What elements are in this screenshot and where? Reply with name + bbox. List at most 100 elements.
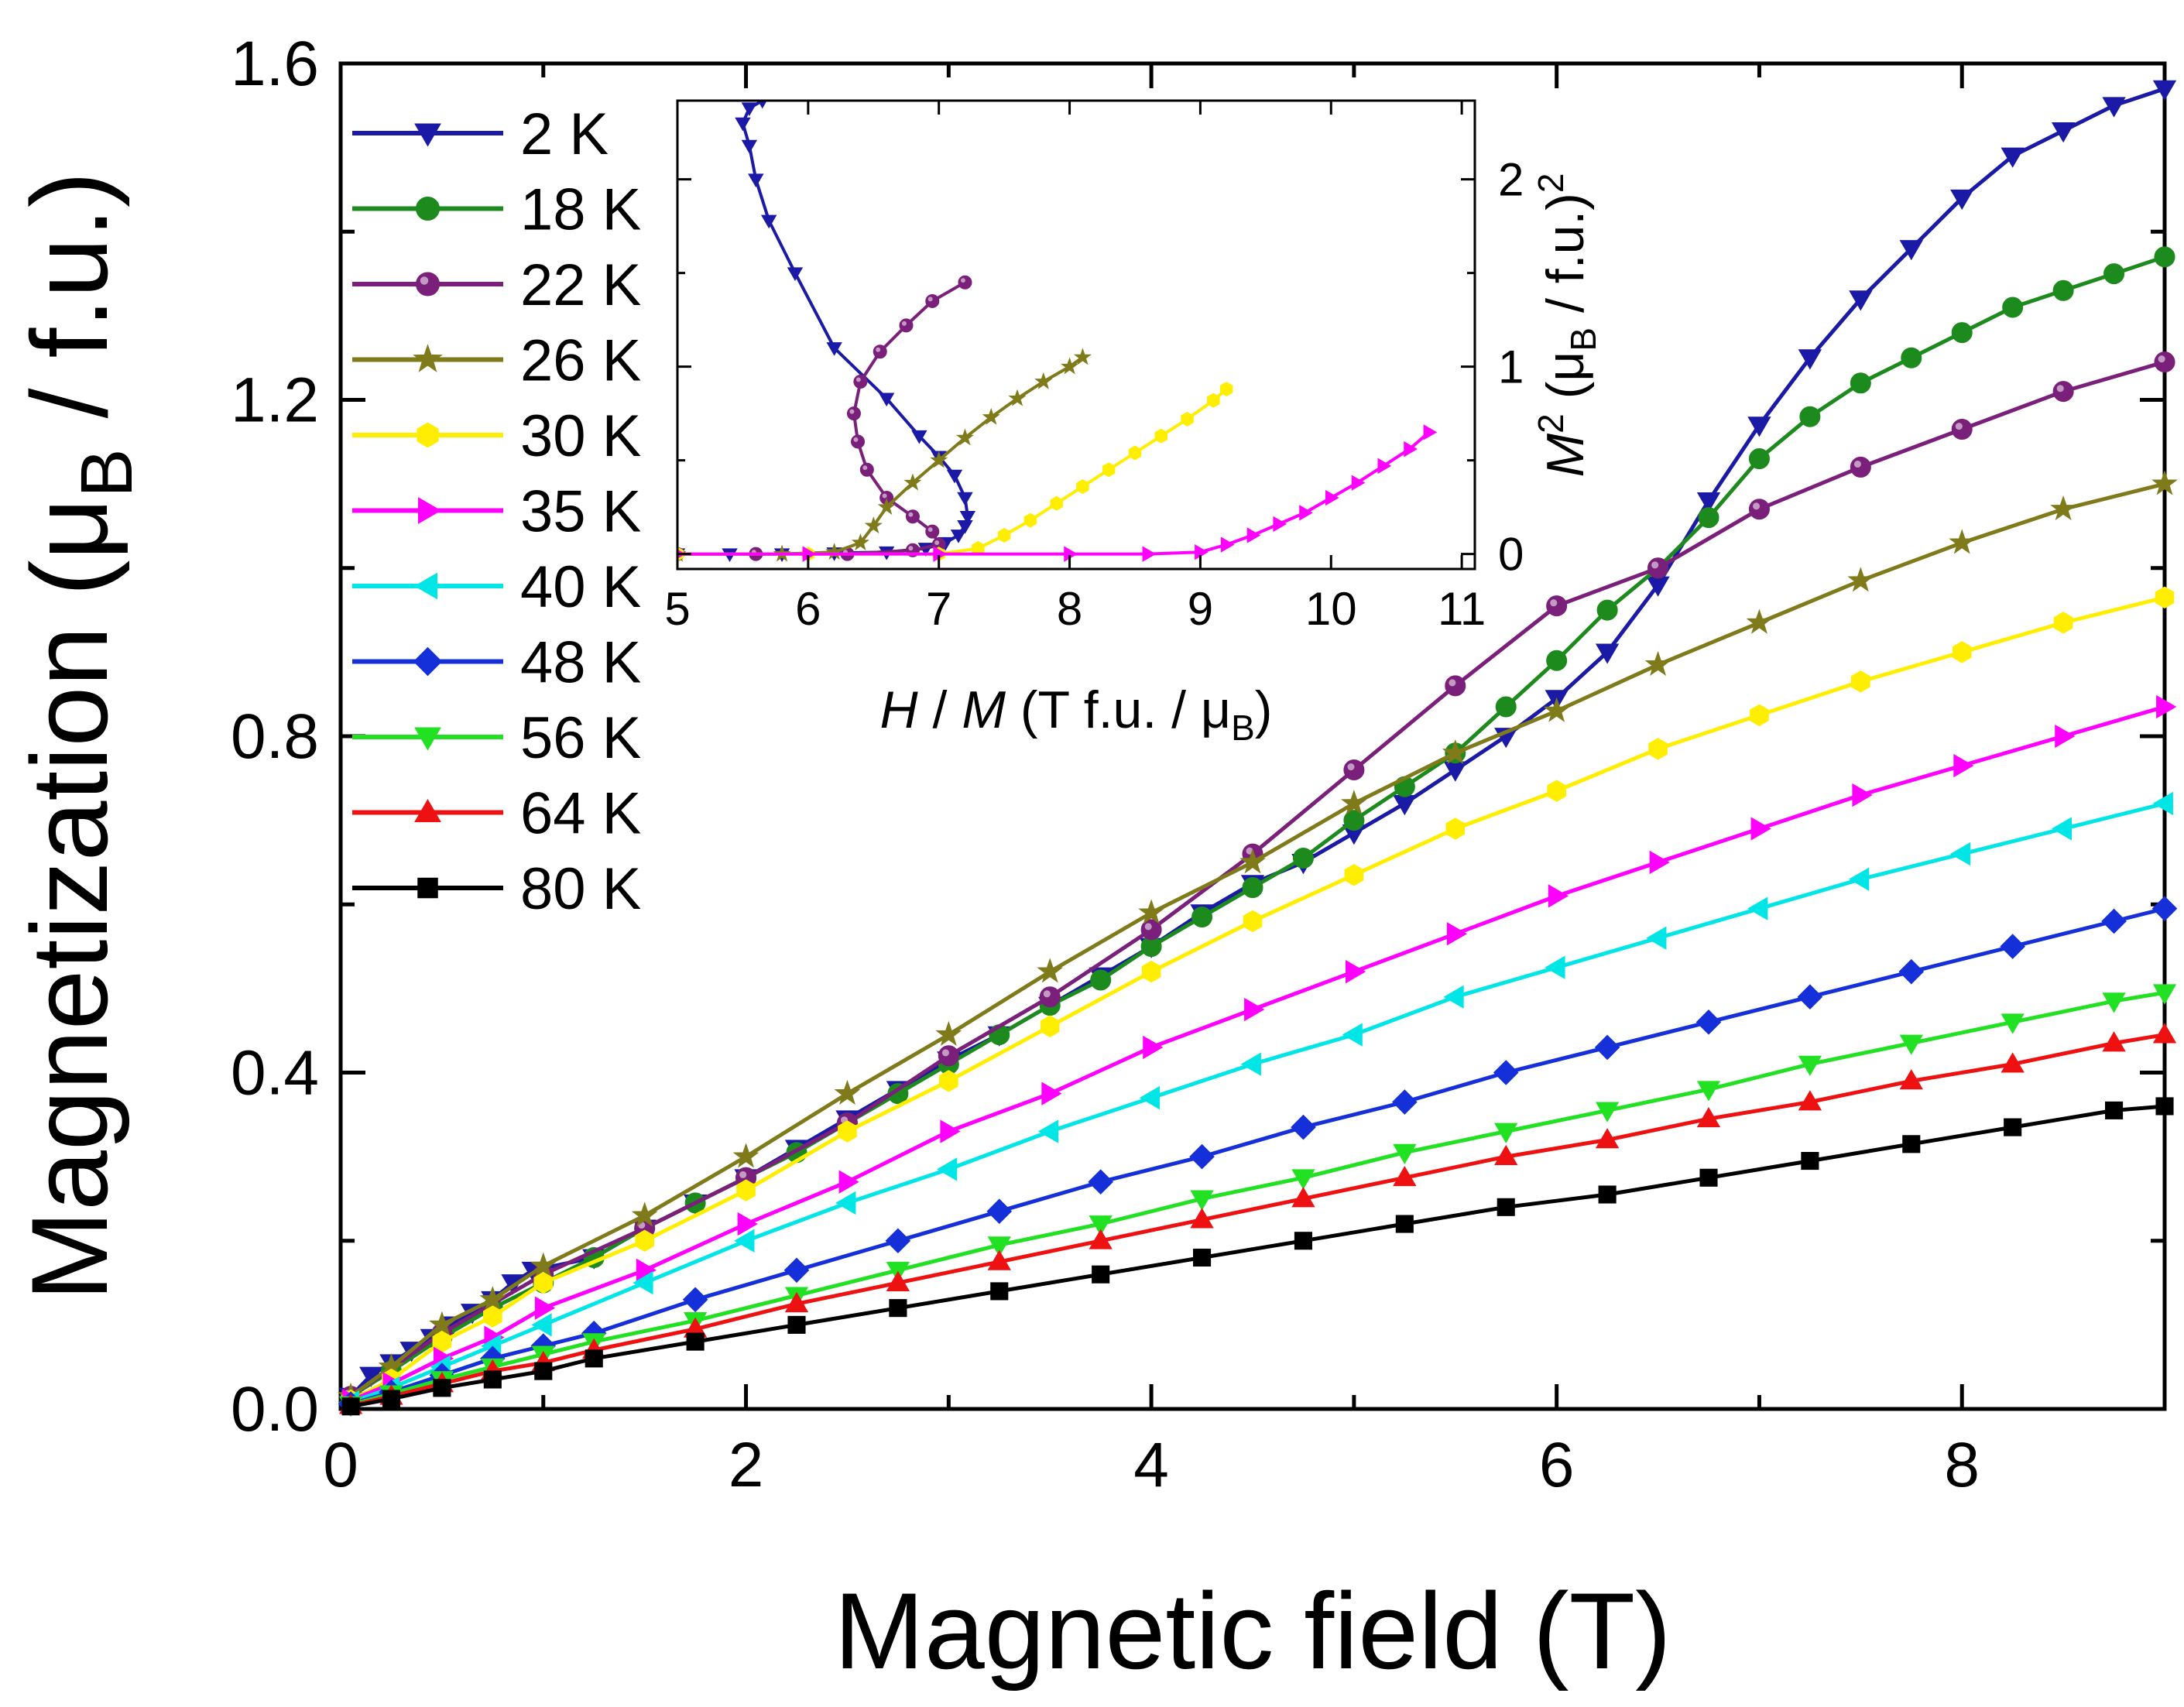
point-18-k xyxy=(1748,448,1770,470)
point-56-k xyxy=(1595,1102,1620,1123)
point-56-k xyxy=(2152,984,2177,1005)
series-line-56-k xyxy=(350,990,2165,1407)
point-56-k xyxy=(987,1236,1011,1257)
point-2-k xyxy=(2102,97,2126,118)
point-22-k-highlight xyxy=(1043,990,1051,998)
inset-point-22-k xyxy=(851,434,866,449)
inset-point-35-k xyxy=(1423,424,1438,440)
point-48-k xyxy=(1797,984,1823,1010)
point-22-k-highlight xyxy=(1955,423,1963,430)
point-22-k-highlight xyxy=(1347,763,1355,771)
point-26-k xyxy=(1037,958,1064,983)
point-26-k xyxy=(2151,470,2178,495)
legend-item-30-k: 30 K xyxy=(352,403,641,469)
legend-marker xyxy=(414,799,441,822)
point-30-k xyxy=(1243,910,1263,933)
point-64-k xyxy=(2152,1023,2177,1044)
legend-marker xyxy=(413,646,443,677)
inset-point-2-k xyxy=(946,469,963,484)
point-56-k xyxy=(1393,1143,1417,1164)
point-18-k xyxy=(1343,810,1365,831)
inset-plot-frame xyxy=(676,99,1476,571)
legend-label: 22 K xyxy=(520,252,641,318)
point-40-k xyxy=(1747,896,1768,920)
point-48-k xyxy=(1392,1089,1418,1115)
legend-marker-highlight xyxy=(420,276,429,285)
point-48-k xyxy=(1493,1060,1519,1085)
point-22-k-highlight xyxy=(1550,599,1558,607)
legend-label: 56 K xyxy=(520,705,641,771)
point-48-k xyxy=(1898,958,1925,985)
point-40-k xyxy=(531,1313,552,1337)
point-64-k xyxy=(2102,1031,2126,1052)
point-30-k xyxy=(736,1179,756,1201)
point-22-k-highlight xyxy=(2158,355,2165,363)
point-35-k xyxy=(534,1296,556,1320)
point-22-k-highlight xyxy=(1651,561,1659,569)
legend-item-56-k: 56 K xyxy=(352,705,641,771)
point-2-k xyxy=(2152,80,2177,101)
point-48-k xyxy=(1291,1114,1316,1140)
inset-point-35-k xyxy=(1299,505,1313,521)
point-80-k xyxy=(1902,1135,1921,1153)
inset-point-26-k xyxy=(930,451,948,468)
inset-point-2-k xyxy=(957,492,973,506)
point-64-k xyxy=(886,1270,910,1291)
point-80-k xyxy=(483,1370,502,1389)
inset-point-35-k xyxy=(1142,546,1157,562)
point-48-k xyxy=(2101,908,2127,934)
inset-point-22-k-highlight xyxy=(876,347,881,352)
point-40-k xyxy=(1037,1119,1059,1143)
inset-point-30-k xyxy=(997,527,1011,543)
legend-marker xyxy=(414,572,437,600)
point-80-k xyxy=(382,1390,400,1408)
inset-y-axis-title: M2 (μB / f.u.)2 xyxy=(1531,173,1603,477)
main-y-tick-label: 1.2 xyxy=(231,365,319,436)
main-x-tick-label: 8 xyxy=(1944,1430,1980,1500)
point-40-k xyxy=(2051,817,2073,841)
point-22-k xyxy=(1951,419,1973,440)
legend-item-22-k: 22 K xyxy=(352,252,641,318)
point-2-k xyxy=(1849,290,1873,311)
point-30-k xyxy=(1952,641,1972,663)
point-64-k xyxy=(1595,1128,1620,1149)
point-40-k xyxy=(1240,1052,1261,1076)
point-18-k xyxy=(1292,848,1314,869)
inset-point-22-k-highlight xyxy=(853,437,859,442)
point-26-k xyxy=(479,1286,506,1311)
inset-point-26-k xyxy=(851,533,869,550)
point-80-k xyxy=(585,1349,603,1368)
inset-y-title-unit: (μ xyxy=(1536,351,1595,414)
point-48-k xyxy=(2151,896,2178,921)
point-18-k xyxy=(1799,406,1821,427)
inset-y-title-sup2: 2 xyxy=(1531,173,1571,193)
point-18-k xyxy=(1850,372,1871,394)
inset-x-title-m: M xyxy=(962,680,1006,739)
point-30-k xyxy=(1547,780,1566,802)
inset-point-35-k xyxy=(1246,527,1261,543)
inset-point-2-k xyxy=(950,530,967,543)
point-22-k xyxy=(2154,351,2175,373)
point-2-k xyxy=(2001,147,2025,168)
point-26-k xyxy=(2050,495,2077,521)
inset-point-2-k xyxy=(787,267,804,281)
point-22-k xyxy=(1445,675,1466,697)
inset-point-26-k xyxy=(877,497,896,515)
point-26-k xyxy=(1138,899,1165,924)
point-26-k xyxy=(530,1252,557,1277)
point-26-k xyxy=(1239,848,1266,874)
inset-y-title-tail: / f.u.) xyxy=(1536,193,1595,327)
inset-y-title-m: M xyxy=(1536,434,1595,478)
point-35-k xyxy=(940,1119,961,1143)
main-x-tick-label: 6 xyxy=(1539,1430,1575,1500)
point-80-k xyxy=(341,1397,360,1416)
point-35-k xyxy=(1345,959,1366,984)
point-26-k xyxy=(1442,739,1469,765)
point-40-k xyxy=(1646,926,1667,950)
point-26-k xyxy=(1644,650,1671,677)
point-18-k xyxy=(2002,296,2024,318)
main-y-axis-title-sub: B xyxy=(66,448,148,497)
inset-point-2-k xyxy=(826,342,842,356)
main-x-tick-label: 2 xyxy=(729,1430,764,1500)
inset-x-tick-label: 6 xyxy=(795,583,821,635)
